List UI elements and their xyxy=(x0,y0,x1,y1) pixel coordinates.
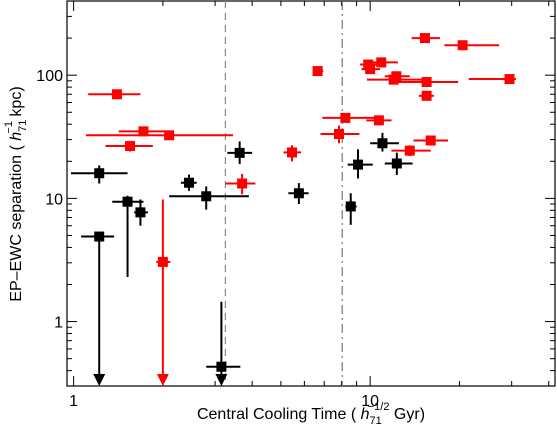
square-marker xyxy=(293,188,304,199)
data-point xyxy=(225,173,256,195)
data-point xyxy=(444,40,500,51)
data-point xyxy=(88,89,141,100)
upper-limit-arrow xyxy=(93,374,106,386)
data-point xyxy=(169,186,249,210)
data-point xyxy=(418,90,434,101)
square-marker xyxy=(340,112,351,123)
square-marker xyxy=(157,256,168,267)
square-marker xyxy=(312,66,323,77)
plot-frame xyxy=(66,0,556,387)
square-marker xyxy=(111,89,122,100)
square-marker xyxy=(184,177,195,188)
data-point xyxy=(180,174,197,191)
upper-limit-point xyxy=(206,301,241,386)
square-marker xyxy=(94,231,105,242)
square-marker xyxy=(345,201,356,212)
square-marker xyxy=(404,145,415,156)
axis-ticks: 1 10 1 10 100 xyxy=(36,1,555,410)
y-axis-label: EP–EWC separation ( h71−1 kpc) xyxy=(3,86,29,301)
upper-limit-arrow xyxy=(215,374,228,386)
data-point xyxy=(227,141,253,165)
data-point xyxy=(366,115,392,126)
data-point xyxy=(411,33,441,44)
square-marker xyxy=(135,207,146,218)
square-marker xyxy=(421,77,432,88)
square-marker xyxy=(421,90,432,101)
data-point xyxy=(105,141,153,152)
square-marker xyxy=(388,74,399,85)
data-point xyxy=(361,64,381,75)
data-point xyxy=(288,183,309,205)
square-marker xyxy=(125,141,136,152)
data-point xyxy=(384,152,413,175)
square-marker xyxy=(201,191,212,202)
data-point xyxy=(85,130,234,141)
upper-limit-point xyxy=(81,231,115,386)
data-point xyxy=(112,195,144,278)
square-marker xyxy=(365,64,376,75)
square-marker xyxy=(376,57,387,68)
square-marker xyxy=(425,135,436,146)
x-tick-label: 1 xyxy=(69,393,78,410)
data-point xyxy=(347,149,373,179)
data-point xyxy=(345,193,357,225)
data-point xyxy=(312,66,324,77)
square-marker xyxy=(234,147,245,158)
y-tick-label: 10 xyxy=(45,191,63,208)
data-point xyxy=(320,125,360,144)
data-point xyxy=(370,132,399,152)
x-tick-label: 10 xyxy=(361,393,379,410)
reference-lines xyxy=(224,1,343,386)
data-point xyxy=(396,77,459,88)
square-marker xyxy=(94,168,105,179)
data-point xyxy=(391,145,431,157)
data-points xyxy=(71,33,516,386)
square-marker xyxy=(504,74,515,85)
square-marker xyxy=(391,158,402,169)
square-marker xyxy=(122,196,133,207)
data-point xyxy=(368,57,398,68)
square-marker xyxy=(333,129,344,140)
square-marker xyxy=(353,159,364,170)
square-marker xyxy=(138,126,149,137)
square-marker xyxy=(237,178,248,189)
square-marker xyxy=(373,115,384,126)
upper-limit-point xyxy=(156,199,171,386)
data-point xyxy=(468,74,516,85)
square-marker xyxy=(164,130,175,141)
y-tick-label: 100 xyxy=(36,68,63,85)
data-point xyxy=(283,145,302,162)
square-marker xyxy=(216,361,227,372)
square-marker xyxy=(419,33,430,44)
data-point xyxy=(366,74,423,85)
square-marker xyxy=(377,138,388,149)
upper-limit-arrow xyxy=(156,374,169,386)
data-point xyxy=(322,112,379,123)
square-marker xyxy=(286,147,297,158)
x-axis-label: Central Cooling Time ( h71−1/2 Gyr) xyxy=(197,401,425,427)
data-point xyxy=(71,165,128,184)
square-marker xyxy=(457,40,468,51)
data-point xyxy=(134,199,148,226)
data-point xyxy=(413,135,449,146)
y-tick-label: 1 xyxy=(54,315,63,332)
